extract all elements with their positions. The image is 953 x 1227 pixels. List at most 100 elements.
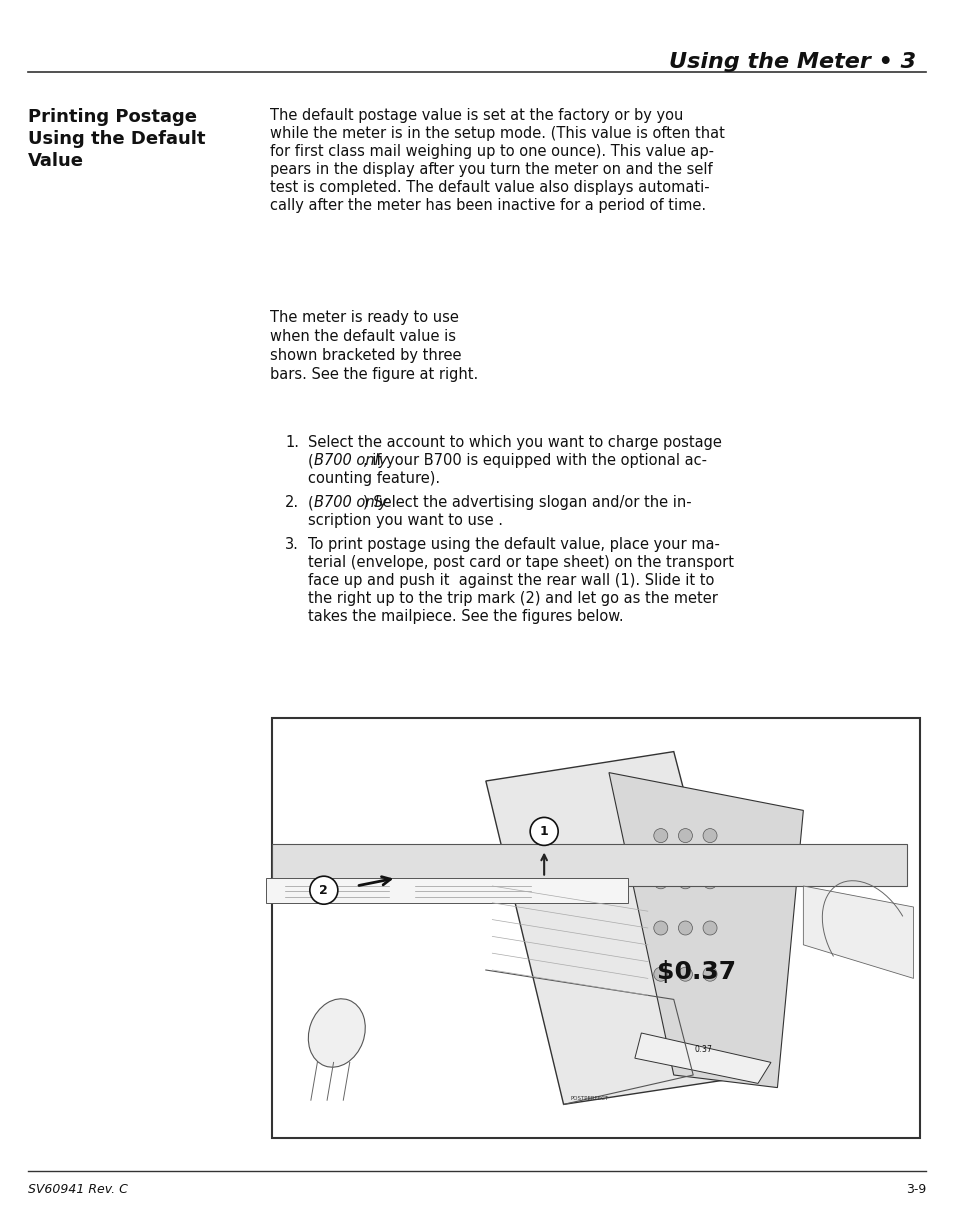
Circle shape: [830, 961, 832, 963]
Circle shape: [577, 984, 578, 987]
Text: , if your B700 is equipped with the optional ac-: , if your B700 is equipped with the opti…: [363, 453, 706, 467]
Circle shape: [678, 967, 692, 982]
Circle shape: [821, 1007, 824, 1010]
Circle shape: [834, 984, 837, 987]
Text: Printing Postage: Printing Postage: [28, 108, 196, 126]
Circle shape: [826, 984, 828, 987]
Circle shape: [577, 937, 578, 940]
Circle shape: [653, 828, 667, 843]
Circle shape: [580, 961, 582, 963]
Bar: [272, 718, 919, 1137]
Circle shape: [572, 937, 575, 940]
Circle shape: [572, 984, 575, 987]
Circle shape: [830, 1007, 832, 1010]
Circle shape: [678, 875, 692, 888]
Circle shape: [830, 937, 832, 940]
Circle shape: [310, 876, 337, 904]
Circle shape: [580, 1007, 582, 1010]
Circle shape: [702, 967, 717, 982]
Circle shape: [821, 937, 824, 940]
Text: 1: 1: [539, 825, 548, 838]
Circle shape: [584, 984, 587, 987]
Text: Using the Default: Using the Default: [28, 130, 205, 148]
Text: (: (: [308, 494, 314, 510]
Text: 2: 2: [319, 883, 328, 897]
Circle shape: [653, 921, 667, 935]
Text: $0.37: $0.37: [657, 960, 736, 984]
Circle shape: [588, 1007, 591, 1010]
Circle shape: [584, 1007, 587, 1010]
Text: B700 only: B700 only: [314, 494, 387, 510]
Text: SV60941 Rev. C: SV60941 Rev. C: [28, 1183, 128, 1196]
Text: 1.: 1.: [285, 436, 298, 450]
Circle shape: [821, 961, 824, 963]
Text: bars. See the figure at right.: bars. See the figure at right.: [270, 367, 477, 382]
Polygon shape: [272, 844, 906, 886]
Circle shape: [818, 1007, 821, 1010]
Circle shape: [584, 937, 587, 940]
Circle shape: [580, 937, 582, 940]
Text: Value: Value: [28, 152, 84, 171]
Text: 3.: 3.: [285, 537, 298, 552]
Circle shape: [826, 937, 828, 940]
Circle shape: [577, 961, 578, 963]
Circle shape: [530, 817, 558, 845]
Polygon shape: [485, 752, 758, 1104]
Circle shape: [572, 961, 575, 963]
Bar: [559, 929, 849, 1018]
Circle shape: [818, 984, 821, 987]
Text: $0.37$: $0.37$: [693, 1043, 711, 1054]
Circle shape: [653, 967, 667, 982]
Text: scription you want to use .: scription you want to use .: [308, 513, 502, 528]
Text: (: (: [308, 453, 314, 467]
Circle shape: [653, 875, 667, 888]
Text: cally after the meter has been inactive for a period of time.: cally after the meter has been inactive …: [270, 198, 705, 213]
Text: shown bracketed by three: shown bracketed by three: [270, 348, 461, 363]
Text: Select the account to which you want to charge postage: Select the account to which you want to …: [308, 436, 721, 450]
Circle shape: [818, 937, 821, 940]
Circle shape: [702, 875, 717, 888]
Text: face up and push it  against the rear wall (1). Slide it to: face up and push it against the rear wal…: [308, 573, 714, 588]
Circle shape: [572, 1007, 575, 1010]
Text: B700 only: B700 only: [314, 453, 387, 467]
Text: counting feature).: counting feature).: [308, 471, 439, 486]
Text: The default postage value is set at the factory or by you: The default postage value is set at the …: [270, 108, 682, 123]
Circle shape: [830, 984, 832, 987]
Circle shape: [702, 828, 717, 843]
Text: while the meter is in the setup mode. (This value is often that: while the meter is in the setup mode. (T…: [270, 126, 724, 141]
Text: when the default value is: when the default value is: [270, 329, 456, 344]
Circle shape: [826, 961, 828, 963]
Polygon shape: [802, 886, 913, 978]
Text: To print postage using the default value, place your ma-: To print postage using the default value…: [308, 537, 720, 552]
Text: Using the Meter • 3: Using the Meter • 3: [668, 52, 915, 72]
Text: ) Select the advertising slogan and/or the in-: ) Select the advertising slogan and/or t…: [363, 494, 691, 510]
Text: The meter is ready to use: The meter is ready to use: [270, 310, 458, 325]
Ellipse shape: [308, 999, 365, 1067]
Circle shape: [584, 961, 587, 963]
Circle shape: [577, 1007, 578, 1010]
Circle shape: [588, 961, 591, 963]
Text: 2.: 2.: [285, 494, 299, 510]
Circle shape: [834, 937, 837, 940]
Text: takes the mailpiece. See the figures below.: takes the mailpiece. See the figures bel…: [308, 609, 623, 625]
Text: pears in the display after you turn the meter on and the self: pears in the display after you turn the …: [270, 162, 712, 177]
Text: test is completed. The default value also displays automati-: test is completed. The default value als…: [270, 180, 709, 195]
Text: for first class mail weighing up to one ounce). This value ap-: for first class mail weighing up to one …: [270, 144, 713, 160]
Polygon shape: [608, 773, 802, 1087]
Polygon shape: [634, 1033, 770, 1083]
Circle shape: [834, 961, 837, 963]
Circle shape: [588, 984, 591, 987]
Circle shape: [702, 921, 717, 935]
Circle shape: [821, 984, 824, 987]
Circle shape: [818, 961, 821, 963]
Text: POSTPERFECT: POSTPERFECT: [570, 1096, 608, 1101]
Circle shape: [678, 828, 692, 843]
Circle shape: [580, 984, 582, 987]
Circle shape: [588, 937, 591, 940]
Circle shape: [834, 1007, 837, 1010]
Polygon shape: [265, 877, 628, 903]
Text: 3-9: 3-9: [904, 1183, 925, 1196]
Text: the right up to the trip mark (2) and let go as the meter: the right up to the trip mark (2) and le…: [308, 591, 717, 606]
Text: terial (envelope, post card or tape sheet) on the transport: terial (envelope, post card or tape shee…: [308, 555, 733, 571]
Circle shape: [678, 921, 692, 935]
